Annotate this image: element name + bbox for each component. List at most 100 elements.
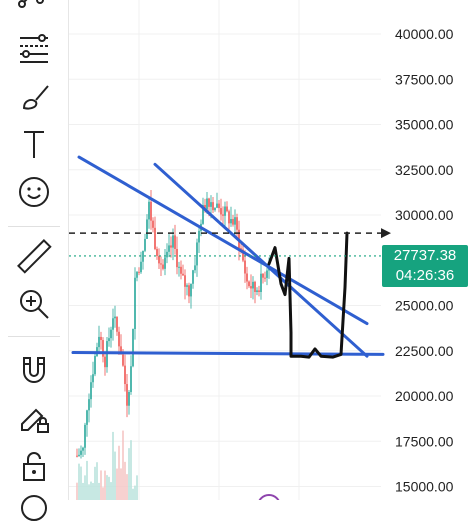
- candle-body: [142, 250, 144, 262]
- candle-body: [98, 336, 100, 348]
- candle-body: [154, 227, 156, 250]
- candle-body: [156, 249, 158, 256]
- more-tools-icon[interactable]: [14, 484, 54, 524]
- candle-body: [170, 245, 172, 248]
- volume-bar: [92, 483, 94, 500]
- candle-body: [86, 410, 88, 425]
- volume-bar: [128, 448, 130, 500]
- candle-body: [250, 286, 252, 289]
- trendlines: [71, 155, 385, 358]
- volume-bar: [86, 460, 88, 500]
- candle-body: [232, 218, 234, 225]
- hand-drawn-projection: [267, 231, 349, 359]
- fib-retracement-tool-icon[interactable]: [14, 28, 54, 68]
- candle-body: [118, 331, 120, 347]
- candle-body: [196, 242, 198, 266]
- candle-body: [206, 198, 208, 210]
- volume-bar: [80, 466, 82, 500]
- countdown-timer: 04:26:36: [395, 267, 455, 284]
- volume-bar: [116, 468, 118, 500]
- candle-body: [246, 273, 248, 282]
- lock-drawing-icon[interactable]: [14, 398, 54, 438]
- candle-body: [194, 265, 196, 271]
- candle-body: [212, 202, 214, 211]
- candle-body: [244, 260, 246, 274]
- price-chart[interactable]: 40000.00 37500.00 35000.00 32500.00 30000.00…: [69, 0, 476, 500]
- candle-body: [158, 255, 160, 264]
- candle-body: [122, 354, 124, 366]
- candle-body: [110, 329, 112, 339]
- candle-body: [262, 273, 264, 278]
- price-axis-label: 20000.00: [395, 388, 454, 404]
- candle-body: [258, 290, 260, 292]
- candle-body: [80, 450, 82, 455]
- chart-grid: [69, 0, 381, 500]
- candle-body: [100, 336, 102, 341]
- candle-body: [264, 277, 266, 279]
- price-axis-label: 30000.00: [395, 207, 454, 223]
- unlock-icon[interactable]: [14, 446, 54, 486]
- candle-body: [152, 220, 154, 228]
- candle-body: [190, 283, 192, 297]
- chart-canvas[interactable]: 40000.00 37500.00 35000.00 32500.00 30000.00…: [69, 0, 476, 500]
- candle-body: [126, 384, 128, 406]
- toolbar-divider: [8, 336, 60, 337]
- candle-body: [242, 249, 244, 261]
- candle-body: [128, 391, 130, 406]
- candle-body: [178, 266, 180, 268]
- price-axis-label: 15000.00: [395, 479, 454, 495]
- replay-icon[interactable]: [258, 494, 280, 500]
- pattern-tool-icon[interactable]: [14, 0, 54, 26]
- candle-body: [224, 206, 226, 216]
- text-tool-icon[interactable]: [14, 124, 54, 164]
- volume-bar: [120, 468, 122, 500]
- volume-bar: [78, 463, 80, 500]
- candle-body: [130, 366, 132, 392]
- volume-bar: [124, 461, 126, 500]
- candle-body: [116, 316, 118, 332]
- emoji-tool-icon[interactable]: [14, 172, 54, 212]
- toolbar-divider: [8, 226, 60, 227]
- candle-body: [102, 340, 104, 357]
- candle-body: [192, 270, 194, 284]
- candle-body: [174, 235, 176, 249]
- candle-body: [172, 235, 174, 248]
- price-axis-label: 32500.00: [395, 162, 454, 178]
- candle-body: [108, 338, 110, 342]
- candle-body: [214, 207, 216, 211]
- candle-body: [236, 217, 238, 230]
- candle-body: [162, 264, 164, 269]
- volume-bar: [134, 485, 136, 500]
- candle-body: [234, 217, 236, 225]
- candle-body: [146, 219, 148, 239]
- candle-body: [134, 277, 136, 329]
- candle-body: [222, 214, 224, 216]
- volume-bar: [104, 470, 106, 500]
- candle-body: [78, 454, 80, 456]
- volume-bar: [98, 482, 100, 500]
- level-arrow-icon: [381, 228, 391, 239]
- magnet-icon[interactable]: [14, 350, 54, 390]
- candle-body: [114, 316, 116, 319]
- ruler-tool-icon[interactable]: [14, 236, 54, 276]
- volume-bar: [126, 474, 128, 500]
- candlestick-series: [76, 189, 270, 459]
- price-axis-label: 37500.00: [395, 71, 454, 87]
- candle-body: [76, 455, 78, 457]
- candle-body: [164, 257, 166, 269]
- volume-bar: [106, 475, 108, 500]
- zoom-in-icon[interactable]: [14, 284, 54, 324]
- volume-bar: [102, 487, 104, 500]
- brush-tool-icon[interactable]: [14, 78, 54, 118]
- candle-body: [208, 198, 210, 207]
- candle-body: [188, 285, 190, 297]
- volume-bars: [76, 430, 138, 500]
- candle-body: [204, 204, 206, 210]
- current-price-badge: 27737.38 04:26:36: [382, 245, 468, 287]
- candle-body: [230, 218, 232, 224]
- candle-body: [176, 248, 178, 268]
- volume-bar: [110, 482, 112, 500]
- candle-body: [88, 399, 90, 411]
- volume-bar: [88, 484, 90, 500]
- volume-bar: [76, 482, 78, 500]
